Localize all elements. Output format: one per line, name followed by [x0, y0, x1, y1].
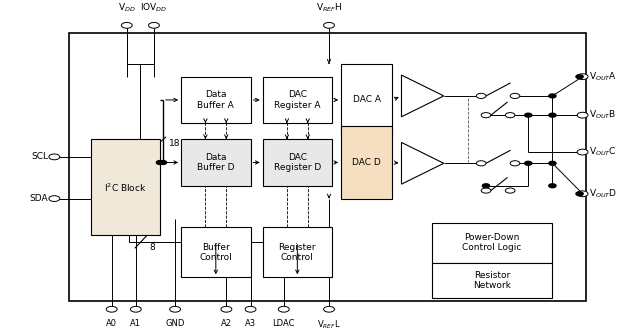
Text: V$_{OUT}$B: V$_{OUT}$B [588, 109, 616, 122]
Circle shape [149, 22, 159, 28]
FancyBboxPatch shape [263, 139, 332, 186]
Text: Buffer
Control: Buffer Control [200, 243, 232, 262]
Circle shape [525, 113, 532, 117]
Text: Data
Buffer A: Data Buffer A [197, 90, 234, 110]
Text: A2: A2 [221, 319, 232, 328]
Text: GND: GND [166, 319, 185, 328]
Text: V$_{OUT}$D: V$_{OUT}$D [588, 187, 617, 200]
Circle shape [510, 161, 520, 166]
Circle shape [324, 306, 334, 312]
Text: V$_{OUT}$C: V$_{OUT}$C [588, 146, 616, 158]
Text: DAC
Register A: DAC Register A [274, 90, 321, 110]
FancyBboxPatch shape [263, 227, 332, 277]
FancyBboxPatch shape [432, 223, 552, 263]
Circle shape [577, 112, 588, 118]
FancyBboxPatch shape [341, 64, 392, 136]
Circle shape [324, 22, 334, 28]
Circle shape [577, 149, 588, 155]
Circle shape [510, 93, 520, 99]
Circle shape [549, 113, 556, 117]
Circle shape [476, 161, 486, 166]
FancyBboxPatch shape [181, 77, 250, 123]
Text: V$_{REF}$L: V$_{REF}$L [317, 319, 341, 331]
Text: 18: 18 [169, 139, 180, 148]
Circle shape [549, 162, 556, 165]
Circle shape [525, 162, 532, 165]
Circle shape [481, 188, 491, 193]
Circle shape [577, 191, 588, 197]
Text: V$_{DD}$: V$_{DD}$ [118, 2, 136, 14]
Text: LDAC: LDAC [273, 319, 295, 328]
Text: A0: A0 [106, 319, 117, 328]
Text: V$_{REF}$H: V$_{REF}$H [316, 2, 342, 14]
Text: SDA: SDA [30, 194, 48, 203]
Circle shape [170, 306, 180, 312]
Text: DAC A: DAC A [353, 96, 381, 105]
Text: DAC
Register D: DAC Register D [273, 153, 321, 172]
FancyBboxPatch shape [341, 127, 392, 198]
Circle shape [549, 94, 556, 98]
Circle shape [106, 306, 117, 312]
Text: Power-Down
Control Logic: Power-Down Control Logic [463, 233, 521, 252]
Text: Resistor
Network: Resistor Network [473, 271, 511, 290]
Circle shape [122, 22, 132, 28]
Circle shape [505, 188, 515, 193]
Circle shape [130, 306, 141, 312]
FancyBboxPatch shape [69, 33, 586, 301]
Text: www.DZSC.com: www.DZSC.com [216, 157, 388, 176]
Circle shape [278, 306, 289, 312]
Polygon shape [402, 143, 444, 184]
Circle shape [221, 306, 232, 312]
Text: DAC D: DAC D [352, 158, 381, 167]
FancyBboxPatch shape [91, 139, 160, 235]
Circle shape [476, 93, 486, 99]
Circle shape [576, 75, 583, 79]
Circle shape [549, 184, 556, 188]
FancyBboxPatch shape [181, 227, 250, 277]
FancyBboxPatch shape [432, 263, 552, 298]
Circle shape [156, 161, 164, 165]
Circle shape [159, 161, 167, 165]
Circle shape [481, 113, 491, 118]
Text: IOV$_{DD}$: IOV$_{DD}$ [140, 2, 167, 14]
Text: Register
Control: Register Control [278, 243, 316, 262]
FancyBboxPatch shape [263, 77, 332, 123]
Text: V$_{OUT}$A: V$_{OUT}$A [588, 70, 617, 83]
Text: A1: A1 [130, 319, 141, 328]
Circle shape [245, 306, 256, 312]
Circle shape [577, 74, 588, 80]
Text: 8: 8 [150, 243, 156, 252]
FancyBboxPatch shape [181, 139, 250, 186]
Circle shape [482, 184, 490, 188]
Text: SCL: SCL [31, 153, 48, 162]
Text: Data
Buffer D: Data Buffer D [197, 153, 234, 172]
Text: I$^2$C Block: I$^2$C Block [104, 181, 146, 193]
Polygon shape [402, 75, 444, 117]
Circle shape [49, 196, 60, 201]
Circle shape [49, 154, 60, 160]
Text: A3: A3 [245, 319, 256, 328]
Circle shape [505, 113, 515, 118]
Circle shape [576, 192, 583, 196]
